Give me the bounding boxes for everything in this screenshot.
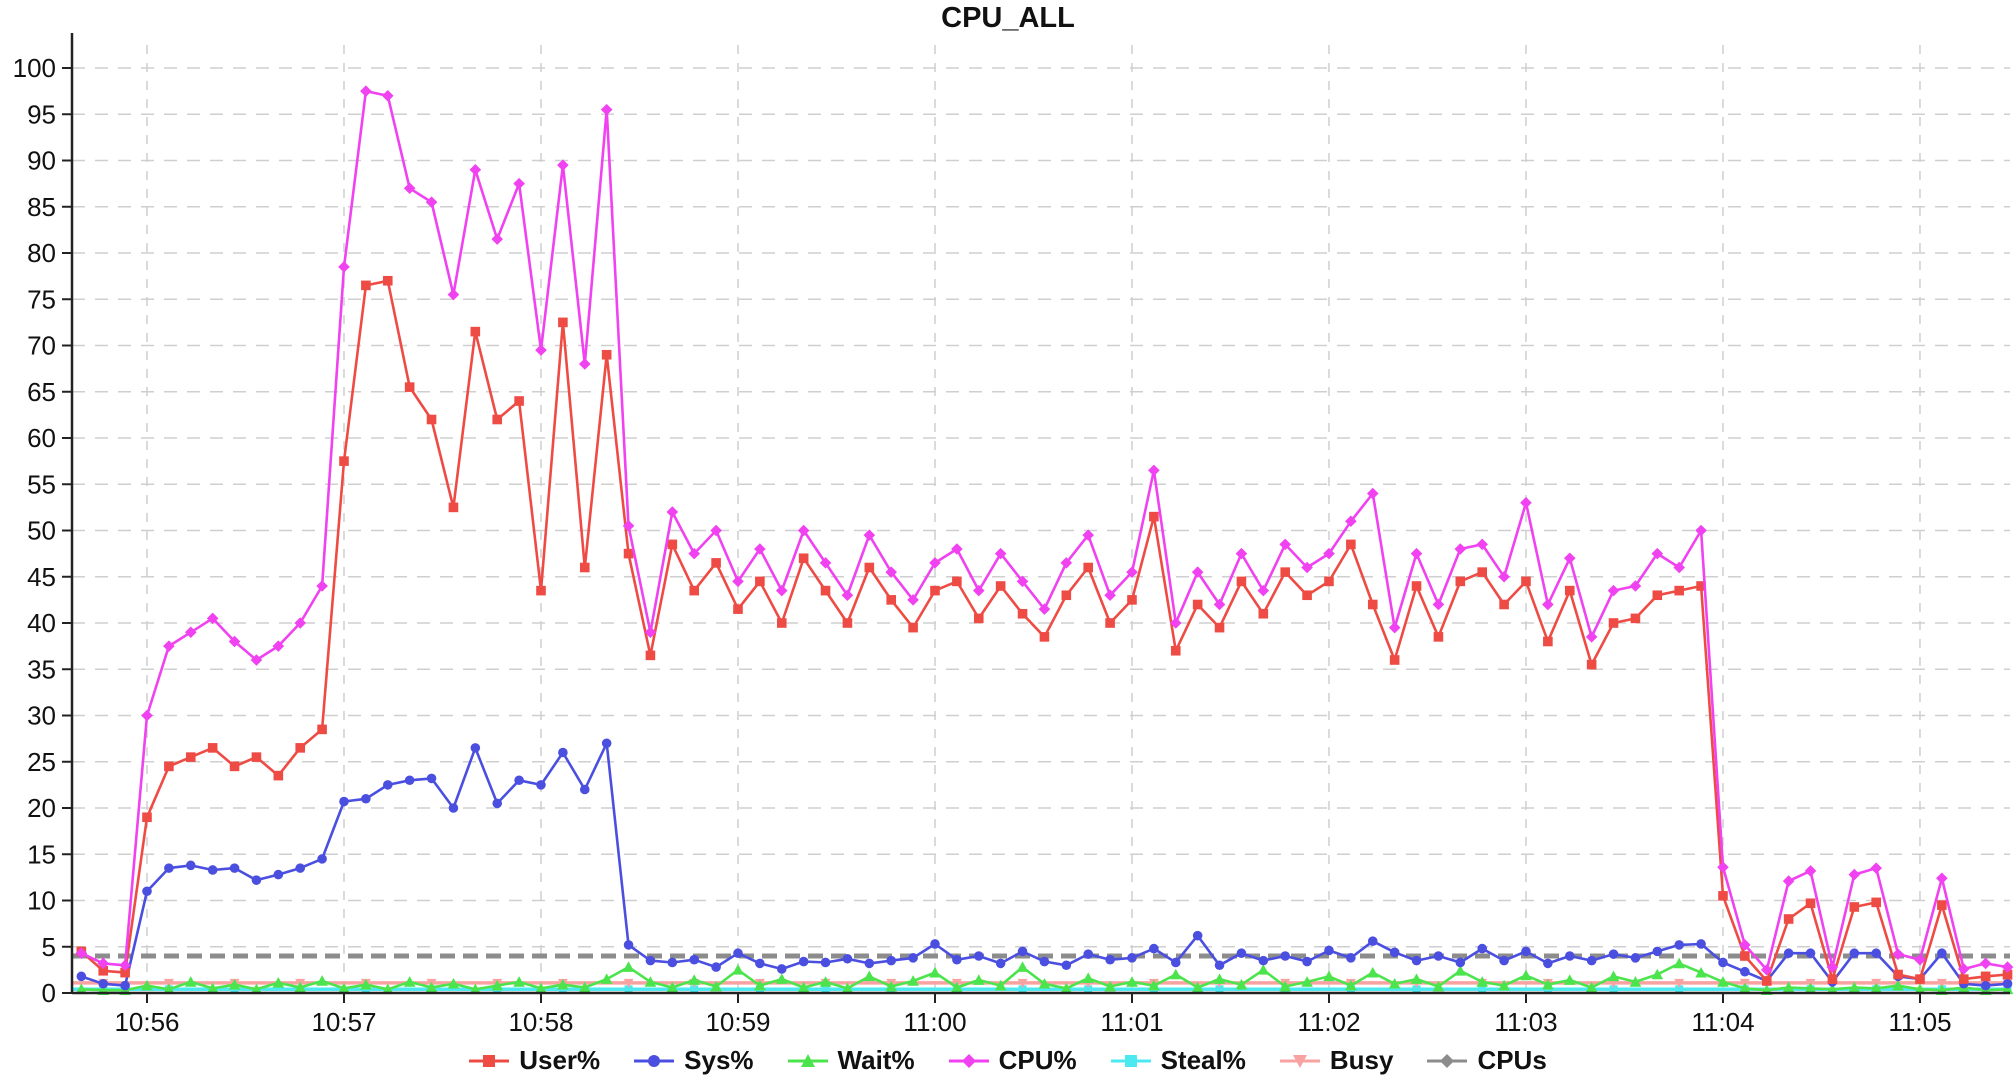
y-tick-label: 60	[27, 423, 56, 453]
legend-item-userpct[interactable]: User%	[469, 1045, 600, 1076]
axes: 0 5 10 15 20 25 30 35 40 45 50 55 60 65 70 75 80 85 90 95 10…	[13, 33, 2010, 1037]
y-tick-label: 40	[27, 608, 56, 638]
y-tick-label: 35	[27, 654, 56, 684]
legend-item-cpus[interactable]: CPUs	[1427, 1045, 1547, 1076]
series-userpct	[76, 275, 2013, 986]
y-tick-label: 50	[27, 516, 56, 546]
y-tick-label: 55	[27, 469, 56, 499]
y-tick-label: 5	[42, 932, 56, 962]
series-syspct	[76, 738, 2013, 991]
y-tick-label: 10	[27, 886, 56, 916]
x-tick-label: 10:56	[114, 1007, 179, 1037]
legend-marker-icon	[1427, 1053, 1468, 1068]
y-tick-label: 95	[27, 99, 56, 129]
series-cpupct	[75, 85, 2014, 976]
legend-label: Sys%	[684, 1045, 754, 1075]
legend-label: Busy	[1329, 1045, 1394, 1075]
x-tick-label: 10:57	[311, 1007, 376, 1037]
y-tick-label: 100	[13, 53, 56, 83]
legend-item-cpupct[interactable]: CPU%	[948, 1045, 1077, 1076]
legend-label: Wait%	[837, 1045, 915, 1075]
y-tick-label: 30	[27, 701, 56, 731]
x-tick-label: 11:02	[1297, 1007, 1360, 1037]
y-tick-label: 45	[27, 562, 56, 592]
x-tick-label: 10:59	[705, 1007, 770, 1037]
series-waitpct	[75, 957, 2014, 996]
chart-title: CPU_ALL	[941, 2, 1075, 34]
y-tick-label: 15	[27, 839, 56, 869]
y-tick-label: 75	[27, 284, 56, 314]
y-tick-label: 25	[27, 747, 56, 777]
x-tick-label: 11:01	[1100, 1007, 1163, 1037]
legend-item-busy[interactable]: Busy	[1279, 1045, 1394, 1076]
legend-marker-icon	[634, 1054, 675, 1067]
chart-legend: User% Sys% Wait% CPU% Steal% Busy CPUs	[0, 1045, 2016, 1076]
x-tick-label: 11:03	[1494, 1007, 1557, 1037]
y-tick-label: 85	[27, 192, 56, 222]
legend-item-syspct[interactable]: Sys%	[634, 1045, 754, 1076]
legend-label: CPU%	[998, 1045, 1077, 1075]
y-tick-label: 90	[27, 146, 56, 176]
legend-marker-icon	[948, 1053, 989, 1068]
x-tick-label: 10:58	[508, 1007, 573, 1037]
y-tick-label: 80	[27, 238, 56, 268]
y-tick-label: 65	[27, 377, 56, 407]
x-tick-label: 11:00	[903, 1007, 966, 1037]
x-tick-label: 11:05	[1888, 1007, 1951, 1037]
x-tick-label: 11:04	[1691, 1007, 1754, 1037]
y-tick-label: 70	[27, 331, 56, 361]
legend-label: User%	[519, 1045, 601, 1075]
legend-marker-icon	[1110, 1054, 1151, 1067]
y-tick-label: 20	[27, 793, 56, 823]
legend-label: CPUs	[1477, 1045, 1547, 1075]
legend-marker-icon	[787, 1053, 828, 1067]
legend-item-waitpct[interactable]: Wait%	[787, 1045, 915, 1076]
legend-marker-icon	[1279, 1054, 1320, 1068]
y-tick-label: 0	[42, 978, 56, 1008]
legend-label: Steal%	[1160, 1045, 1246, 1075]
gridlines	[72, 45, 2010, 993]
legend-item-stealpct[interactable]: Steal%	[1110, 1045, 1246, 1076]
legend-marker-icon	[469, 1054, 510, 1067]
